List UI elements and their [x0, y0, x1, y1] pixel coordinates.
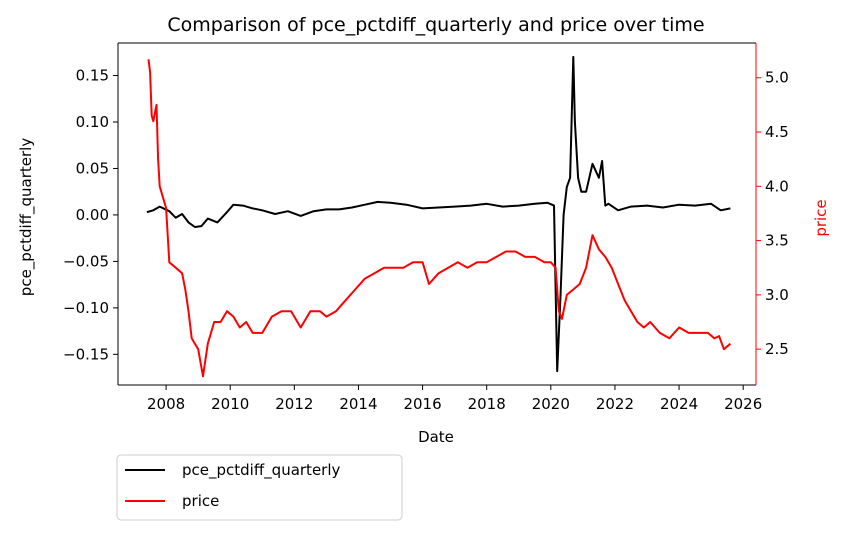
chart-title: Comparison of pce_pctdiff_quarterly and … [167, 14, 704, 36]
right-y-tick-label: 4.5 [765, 123, 789, 141]
right-y-tick-label: 2.5 [765, 340, 789, 358]
x-tick-label: 2020 [532, 395, 570, 413]
x-tick-label: 2026 [724, 395, 762, 413]
left-y-axis-ticks: −0.15 −0.10 −0.05 0.00 0.05 0.10 0.15 [63, 67, 118, 363]
x-axis-ticks: 2008 2010 2012 2014 2016 2018 2020 2022 2024 2026 [147, 385, 762, 413]
legend-label-pce: pce_pctdiff_quarterly [182, 461, 341, 480]
series-line-pce [146, 55, 731, 373]
left-y-tick-label: 0.05 [76, 159, 109, 177]
x-tick-label: 2008 [147, 395, 185, 413]
left-y-tick-label: 0.15 [76, 67, 109, 85]
x-tick-label: 2016 [403, 395, 441, 413]
right-y-axis-title: price [812, 199, 830, 236]
right-y-tick-label: 5.0 [765, 69, 789, 87]
x-tick-label: 2014 [339, 395, 377, 413]
legend: pce_pctdiff_quarterly price [116, 454, 403, 521]
right-y-axis-ticks: 2.5 3.0 3.5 4.0 4.5 5.0 [756, 69, 789, 358]
series-line-price [147, 59, 732, 378]
left-y-axis-title: pce_pctdiff_quarterly [17, 138, 36, 297]
legend-label-price: price [182, 492, 219, 510]
left-y-tick-label: −0.15 [63, 345, 109, 363]
left-y-tick-label: −0.10 [63, 299, 109, 317]
x-tick-label: 2024 [660, 395, 698, 413]
series-layer [146, 55, 732, 378]
left-y-tick-label: 0.00 [76, 206, 109, 224]
x-tick-label: 2018 [468, 395, 506, 413]
x-tick-label: 2022 [596, 395, 634, 413]
left-y-tick-label: −0.05 [63, 252, 109, 270]
x-axis-title: Date [418, 428, 454, 446]
x-tick-label: 2010 [211, 395, 249, 413]
right-y-tick-label: 4.0 [765, 177, 789, 195]
left-y-tick-label: 0.10 [76, 113, 109, 131]
right-y-tick-label: 3.5 [765, 232, 789, 250]
x-tick-label: 2012 [275, 395, 313, 413]
right-y-tick-label: 3.0 [765, 286, 789, 304]
legend-box [116, 454, 403, 521]
